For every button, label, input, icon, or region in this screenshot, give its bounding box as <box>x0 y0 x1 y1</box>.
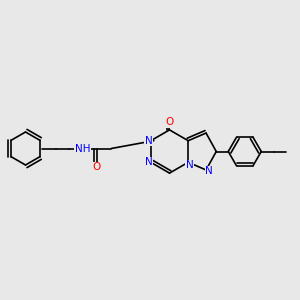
Text: O: O <box>165 117 174 128</box>
Text: N: N <box>145 136 152 146</box>
Text: N: N <box>186 160 194 170</box>
Text: NH: NH <box>75 143 90 154</box>
Text: N: N <box>145 157 152 167</box>
Text: O: O <box>93 162 101 172</box>
Text: N: N <box>205 167 213 176</box>
